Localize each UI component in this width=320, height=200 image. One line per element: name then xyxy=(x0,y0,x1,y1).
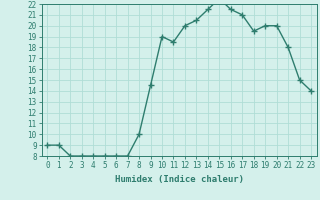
X-axis label: Humidex (Indice chaleur): Humidex (Indice chaleur) xyxy=(115,175,244,184)
